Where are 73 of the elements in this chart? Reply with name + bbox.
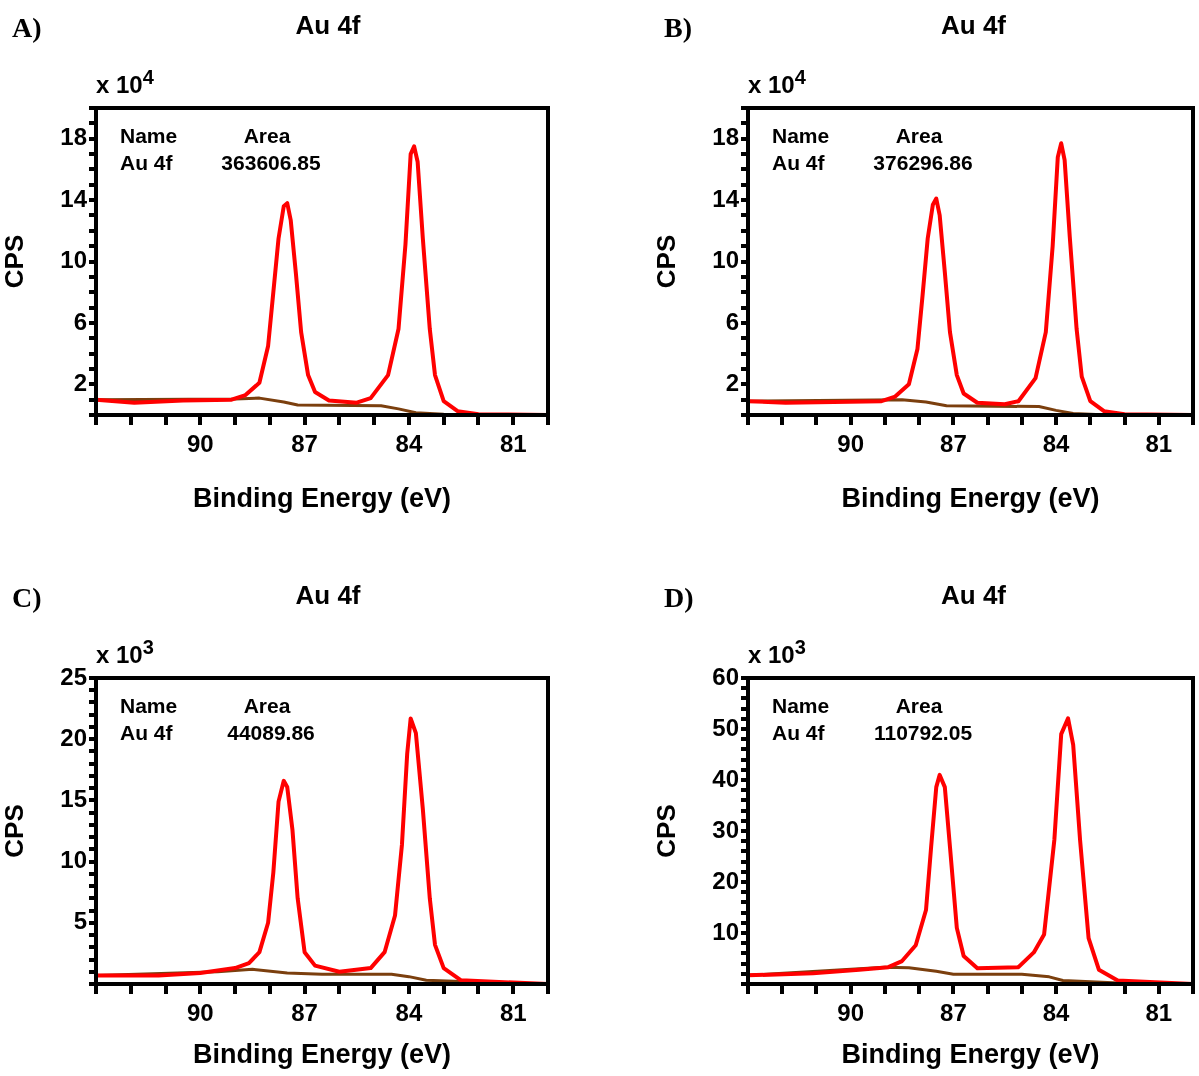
annotation: Name [772,124,830,148]
chart-title: Au 4f [295,10,361,41]
annotation: Area [243,124,291,148]
annotation: Au 4f [120,721,173,745]
x-tick-label: 81 [499,999,527,1027]
y-tick-label: 40 [712,764,739,792]
y-tick-label: 2 [73,368,87,396]
y-tick-label: 50 [712,713,739,741]
y-tick-label: 60 [712,662,739,690]
chart-title: Au 4f [295,580,361,611]
text: D) [664,582,694,614]
y-tick-label: 14 [60,184,88,212]
text: A) [12,12,42,44]
x-tick-label: 81 [499,430,527,458]
y-tick-label: 15 [60,785,87,813]
y-tick-label: 30 [712,815,739,843]
y-tick-label: 6 [725,307,739,335]
annotation: Au 4f [772,721,825,745]
annotation: 44089.86 [227,721,315,745]
x-tick-label: 84 [1042,430,1071,458]
x-tick-label: 81 [1145,430,1173,458]
x-tick-label: 81 [1145,999,1173,1027]
text: B) [664,12,692,44]
annotation: Area [895,694,943,718]
y-axis-title: CPS [650,804,681,858]
chart-title: Au 4f [941,580,1006,611]
y-tick-label: 5 [73,907,87,935]
y-tick-label: 14 [712,184,740,212]
text: x 10$^{3}$ [748,636,806,669]
y-tick-label: 18 [60,123,87,151]
y-axis-title: CPS [0,804,29,858]
x-tick-label: 90 [837,999,865,1027]
x-tick-label: 87 [940,999,967,1027]
y-axis-title: CPS [650,234,681,289]
annotation: 376296.86 [873,151,973,175]
x-axis-title: Binding Energy (eV) [192,1039,452,1070]
annotation: 363606.85 [221,151,321,175]
x-tick-label: 84 [1042,999,1071,1027]
x-axis-title: Binding Energy (eV) [841,1039,1100,1070]
x-tick-label: 90 [837,430,865,458]
annotation: Area [895,124,943,148]
annotation: Name [772,694,830,718]
y-axis-title: CPS [0,234,29,289]
chart-title: Au 4f [941,10,1006,41]
annotation: Area [243,694,291,718]
x-tick-label: 87 [291,999,318,1027]
y-tick-label: 2 [725,368,739,396]
x-tick-label: 84 [395,430,423,458]
y-tick-label: 25 [60,662,87,690]
y-tick-label: 10 [712,917,739,945]
text: x 10$^{3}$ [96,636,154,669]
x-tick-label: 84 [395,999,423,1027]
y-tick-label: 10 [60,846,87,874]
annotation: Au 4f [772,151,825,175]
y-tick-label: 18 [712,123,739,151]
y-tick-label: 20 [60,723,87,751]
text: x 10$^{4}$ [96,66,154,99]
annotation: Name [120,124,178,148]
annotation: Au 4f [120,151,173,175]
text: x 10$^{4}$ [748,66,806,99]
x-axis-title: Binding Energy (eV) [841,483,1100,514]
text: C) [12,582,42,614]
x-axis-title: Binding Energy (eV) [192,483,452,514]
y-tick-label: 10 [60,246,87,274]
y-tick-label: 6 [73,307,87,335]
annotation: Name [120,694,178,718]
annotation: 110792.05 [873,721,973,745]
x-tick-label: 87 [291,430,318,458]
x-tick-label: 90 [186,430,214,458]
y-tick-label: 20 [712,866,739,894]
x-tick-label: 90 [186,999,214,1027]
x-tick-label: 87 [940,430,967,458]
y-tick-label: 10 [712,246,739,274]
